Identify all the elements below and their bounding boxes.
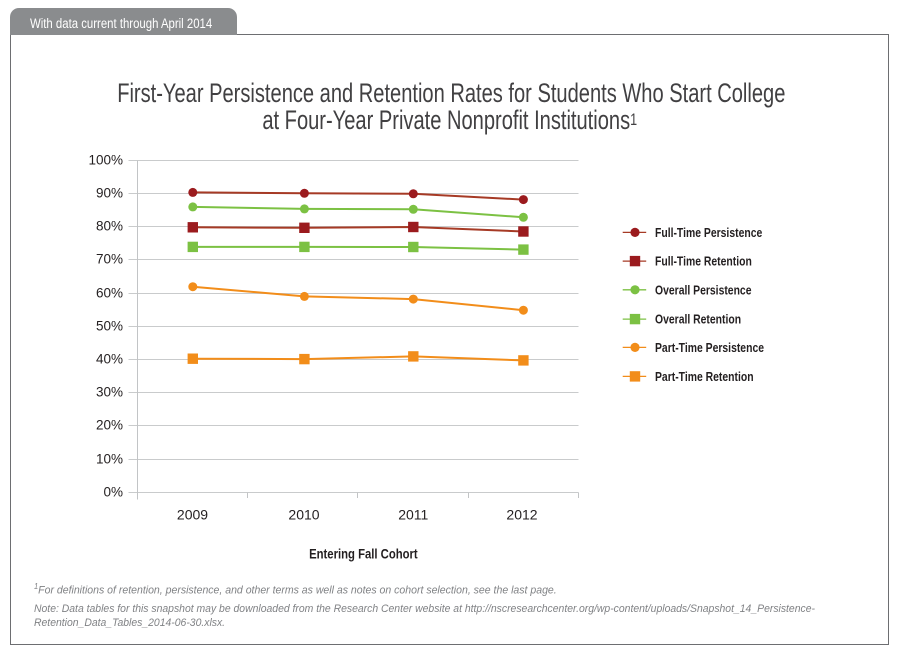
svg-text:Part-Time Retention: Part-Time Retention xyxy=(655,370,754,384)
svg-text:Full-Time Persistence: Full-Time Persistence xyxy=(655,226,763,240)
svg-text:Full-Time Retention: Full-Time Retention xyxy=(655,255,752,269)
svg-text:Part-Time Persistence: Part-Time Persistence xyxy=(655,341,764,355)
svg-text:30%: 30% xyxy=(96,385,123,400)
svg-text:2011: 2011 xyxy=(398,507,428,523)
svg-text:10%: 10% xyxy=(96,452,123,467)
svg-text:2012: 2012 xyxy=(506,507,537,523)
svg-text:20%: 20% xyxy=(96,418,123,433)
svg-text:2009: 2009 xyxy=(177,507,208,523)
svg-text:60%: 60% xyxy=(96,286,123,301)
svg-text:40%: 40% xyxy=(96,352,123,367)
svg-text:100%: 100% xyxy=(88,153,123,168)
svg-text:Entering Fall Cohort: Entering Fall Cohort xyxy=(309,546,418,561)
svg-text:70%: 70% xyxy=(96,252,123,267)
svg-text:90%: 90% xyxy=(96,186,123,201)
svg-text:2010: 2010 xyxy=(288,507,319,523)
svg-text:Overall Retention: Overall Retention xyxy=(655,313,741,327)
svg-text:Overall Persistence: Overall Persistence xyxy=(655,283,752,297)
svg-text:80%: 80% xyxy=(96,219,123,234)
svg-text:0%: 0% xyxy=(103,485,123,500)
svg-text:50%: 50% xyxy=(96,319,123,334)
